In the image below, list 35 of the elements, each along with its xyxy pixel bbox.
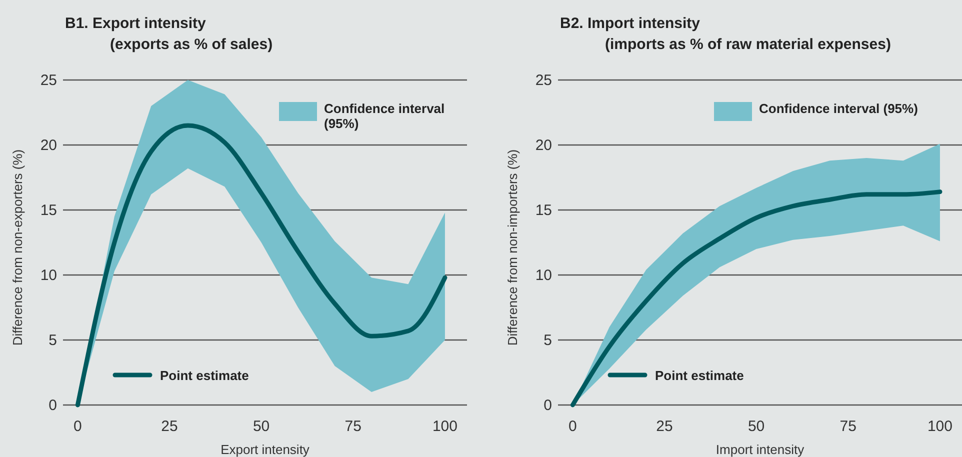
x-tick-label: 0 [74,418,82,435]
y-tick-label: 25 [535,72,552,89]
x-tick-label: 50 [748,418,765,435]
y-tick-label: 5 [48,332,57,349]
y-axis-title: Difference from non-importers (%) [505,149,520,346]
x-tick-label: 50 [252,418,270,435]
chart-subtitle: (exports as % of sales) [110,36,273,53]
x-tick-label: 100 [927,418,952,435]
y-tick-label: 10 [535,267,552,284]
x-axis-title: Import intensity [716,442,805,457]
line-series [570,190,942,408]
x-tick-label: 75 [840,418,856,435]
chart-title: B2. Import intensity [560,15,701,32]
y-tick-label: 10 [40,267,57,284]
chart-title: B1. Export intensity [65,15,207,32]
y-tick-label: 15 [535,202,552,219]
x-axis-title: Export intensity [220,442,310,457]
y-tick-label: 20 [40,137,57,154]
x-tick-label: 0 [568,418,577,435]
y-tick-label: 0 [48,397,57,414]
y-axis-title: Difference from non-exporters (%) [10,149,25,346]
chart-subtitle: (imports as % of raw material expenses) [605,36,891,53]
annotation: Confidence interval (95%) [324,101,445,131]
y-tick-label: 5 [544,332,552,349]
legend-label: Point estimate [655,368,744,383]
y-tick-label: 0 [544,397,552,414]
legend-label: Point estimate [160,368,249,383]
x-tick-label: 75 [344,418,362,435]
x-tick-label: 100 [432,418,458,435]
y-tick-label: 25 [40,72,57,89]
x-tick-label: 25 [161,418,178,435]
y-tick-label: 20 [535,137,552,154]
y-tick-label: 15 [40,202,57,219]
annotation: Confidence interval (95%) [759,101,918,116]
x-tick-label: 25 [656,418,673,435]
